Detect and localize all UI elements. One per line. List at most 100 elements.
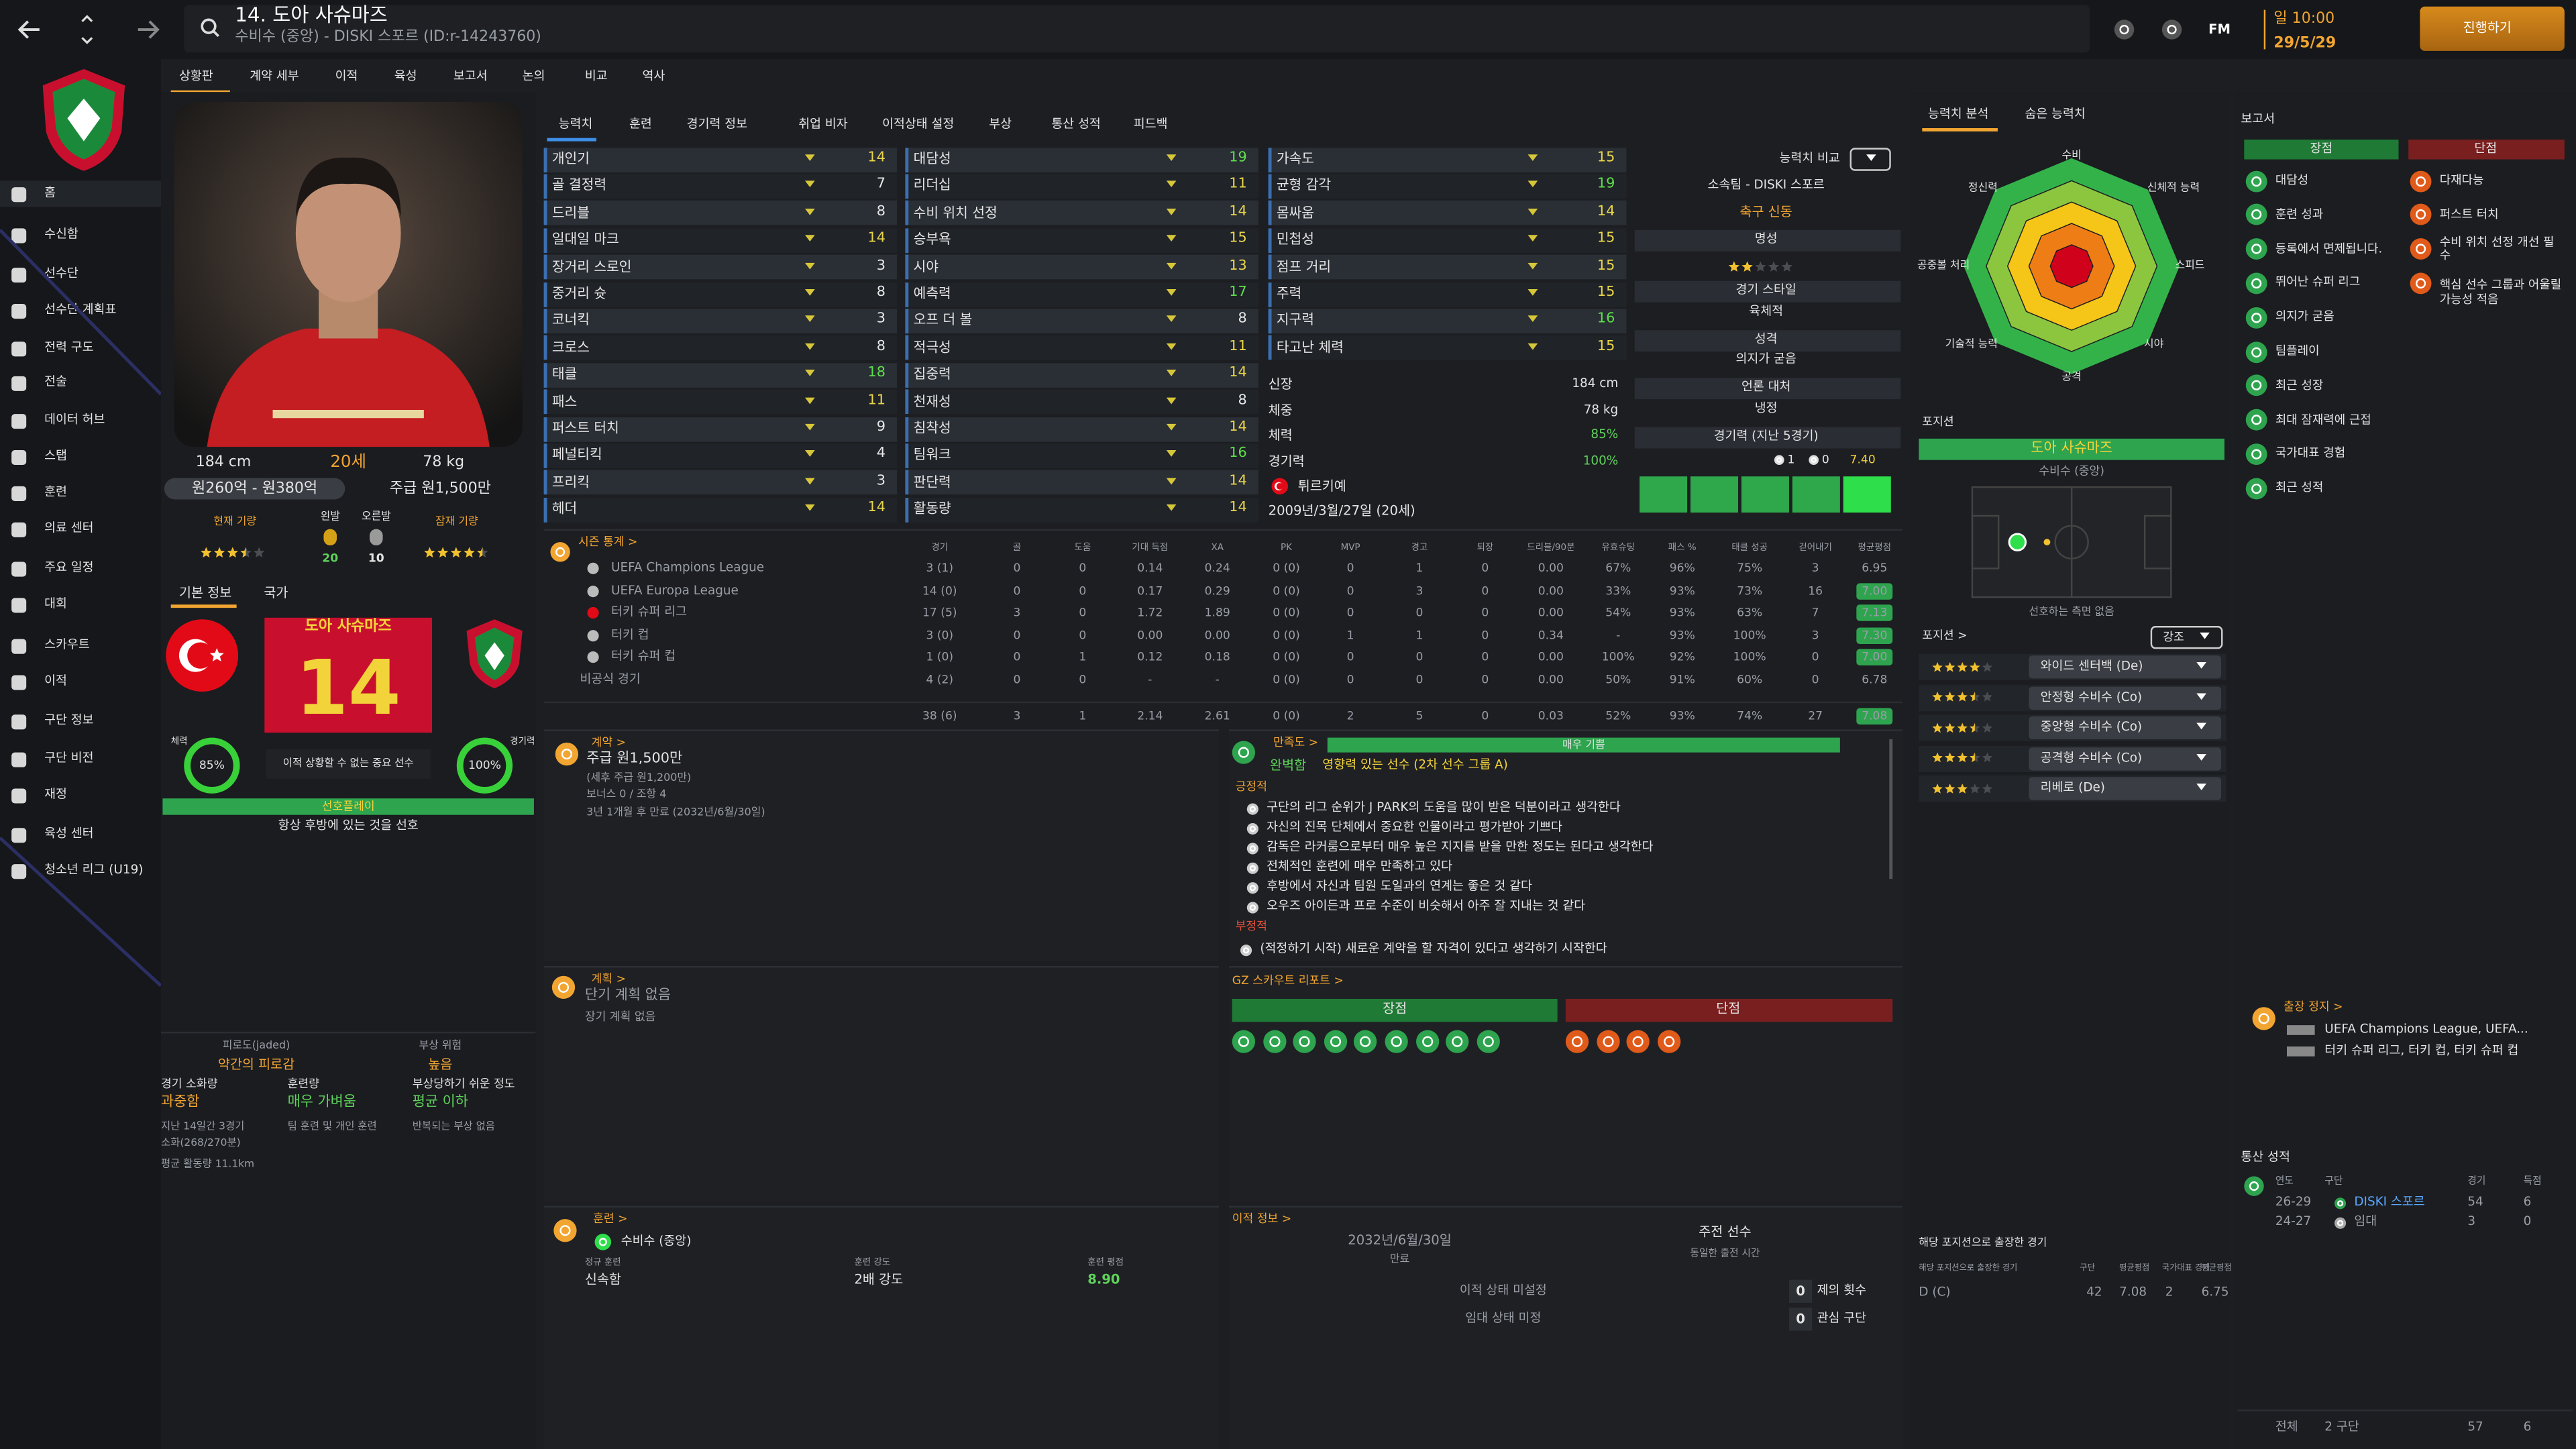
role-dropdown[interactable] — [2029, 747, 2222, 770]
star-filled — [437, 546, 449, 557]
nav-item[interactable]: 선수단 — [44, 265, 78, 281]
nav-item[interactable]: 대회 — [44, 596, 67, 611]
dropdown-arrow — [805, 504, 815, 512]
nav-item[interactable]: 홈 — [44, 184, 56, 201]
role-name[interactable]: 와이드 센터백 (De) — [2040, 658, 2143, 674]
star-empty — [1970, 783, 1980, 794]
attribute-row — [1268, 201, 1627, 226]
weakness-icon — [2409, 170, 2431, 192]
tab[interactable]: 논의 — [522, 68, 545, 84]
title: 이적 정보 > — [1232, 1212, 1292, 1226]
nav-item[interactable]: 이적 — [44, 673, 67, 688]
subtab[interactable]: 이적상태 설정 — [882, 116, 955, 131]
dropdown-arrow — [805, 478, 815, 484]
subtab[interactable]: 통산 성적 — [1051, 116, 1101, 131]
nav-item[interactable]: 청소년 리그 (U19) — [44, 861, 144, 877]
stat-cell: 0 — [1481, 584, 1489, 598]
nav-item[interactable]: 전력 구도 — [44, 339, 94, 355]
status: 이적 상황할 수 없는 중요 선수 — [282, 757, 414, 770]
tab[interactable]: 비교 — [584, 68, 608, 84]
role-name[interactable]: 안정형 수비수 (Co) — [2040, 688, 2143, 704]
subtab[interactable]: 취업 비자 — [798, 116, 848, 131]
nav-item[interactable]: 데이터 허브 — [44, 411, 105, 427]
nav-item[interactable]: 선수단 계획표 — [44, 301, 117, 317]
emphasis-dropdown[interactable] — [2150, 626, 2223, 649]
nav-item[interactable]: 전술 — [44, 374, 67, 389]
nav-icon — [11, 752, 27, 767]
role-name[interactable]: 중앙형 수비수 (Co) — [2040, 718, 2143, 734]
reason-icon-glyph — [1248, 805, 1255, 812]
total-cell: 1 — [1079, 709, 1087, 723]
sidebar-stripes — [0, 229, 162, 987]
analysis-tab[interactable]: 숨은 능력치 — [2025, 106, 2086, 121]
emphasis[interactable]: 강조 — [2163, 631, 2184, 644]
radar-label: 신체적 능력 — [2147, 181, 2200, 195]
subtab[interactable]: 부상 — [989, 116, 1012, 131]
weakness-icon-disc — [1596, 1030, 1619, 1053]
roles-title: 포지션 > — [1922, 629, 1968, 643]
nav-item[interactable]: 재정 — [44, 786, 67, 802]
nav-item[interactable]: 육성 센터 — [44, 826, 94, 841]
strength: 훈련 성과 — [2275, 206, 2324, 221]
continue-button[interactable] — [2420, 6, 2565, 51]
compare-dropdown[interactable] — [1849, 148, 1891, 171]
career-total: 2 구단 — [2324, 1419, 2359, 1434]
name: 시야 — [913, 258, 939, 274]
tab[interactable]: 보고서 — [453, 68, 488, 84]
role-name[interactable]: 공격형 수비수 (Co) — [2040, 749, 2143, 765]
media-label: 언론 대처 — [1741, 378, 1791, 394]
star-filled — [464, 546, 475, 557]
nav-item[interactable]: 구단 정보 — [44, 712, 94, 728]
weakness-icon — [2409, 272, 2431, 294]
subtab[interactable]: 경기력 정보 — [686, 116, 748, 131]
tab[interactable]: 계약 세부 — [250, 68, 299, 84]
role-name[interactable]: 리베로 (De) — [2040, 780, 2105, 795]
stat-cell: 0 — [1346, 561, 1354, 576]
tab[interactable]: 상황판 — [178, 68, 213, 84]
star-filled — [424, 546, 435, 557]
subtab[interactable]: 능력치 — [558, 116, 593, 131]
attribute-row-accent — [1268, 335, 1272, 361]
dropdown-arrow — [1527, 289, 1538, 296]
nav-item[interactable]: 주요 일정 — [44, 559, 94, 575]
club-crest-small — [466, 619, 523, 689]
stat-cell: 7.30 — [1862, 628, 1888, 642]
nav-item[interactable]: 훈련 — [44, 484, 67, 499]
role-dropdown[interactable] — [2029, 716, 2222, 740]
value: 14 — [1229, 365, 1247, 382]
tab[interactable]: 육성 — [394, 68, 417, 84]
assist-icon — [1809, 455, 1819, 466]
nav-item[interactable]: 수신함 — [44, 226, 78, 241]
happiness-icon — [1232, 741, 1256, 764]
stat-cell: 0.00 — [1538, 561, 1564, 576]
attribute-row — [543, 201, 898, 226]
path — [484, 642, 504, 671]
nav-item[interactable]: 스탭 — [44, 447, 67, 463]
star-rating — [201, 546, 265, 557]
role-dropdown[interactable] — [2029, 686, 2222, 709]
column-header: 경기 — [931, 543, 949, 553]
tab[interactable]: 역사 — [642, 68, 665, 84]
nav-item[interactable]: 구단 비전 — [44, 750, 94, 765]
nav-item[interactable]: 스카우트 — [44, 637, 90, 652]
squad-status: 주전 선수 — [1699, 1224, 1752, 1240]
column-header: 구단 — [2080, 1263, 2095, 1274]
role-dropdown[interactable] — [2029, 655, 2222, 679]
role-dropdown[interactable] — [2029, 777, 2222, 800]
continue[interactable]: 진행하기 — [2463, 20, 2512, 36]
tag: 축구 신동 — [1739, 204, 1792, 219]
stat-cell: 0.00 — [1538, 650, 1564, 664]
info-tab[interactable]: 기본 정보 — [178, 585, 232, 600]
rect — [11, 561, 27, 577]
subtab[interactable]: 훈련 — [629, 116, 652, 131]
tab[interactable]: 이적 — [335, 68, 358, 84]
dropdown-arrow — [1166, 262, 1177, 269]
star-rating — [1932, 692, 1993, 702]
crest-bird — [67, 98, 101, 142]
nav-item[interactable]: 의료 센터 — [44, 520, 94, 535]
column-header: MVP — [1340, 543, 1360, 553]
analysis-tab[interactable]: 능력치 분석 — [1928, 106, 1989, 121]
value: 14 — [1229, 500, 1247, 517]
subtab[interactable]: 피드백 — [1133, 116, 1168, 131]
info-tab[interactable]: 국가 — [264, 585, 288, 600]
